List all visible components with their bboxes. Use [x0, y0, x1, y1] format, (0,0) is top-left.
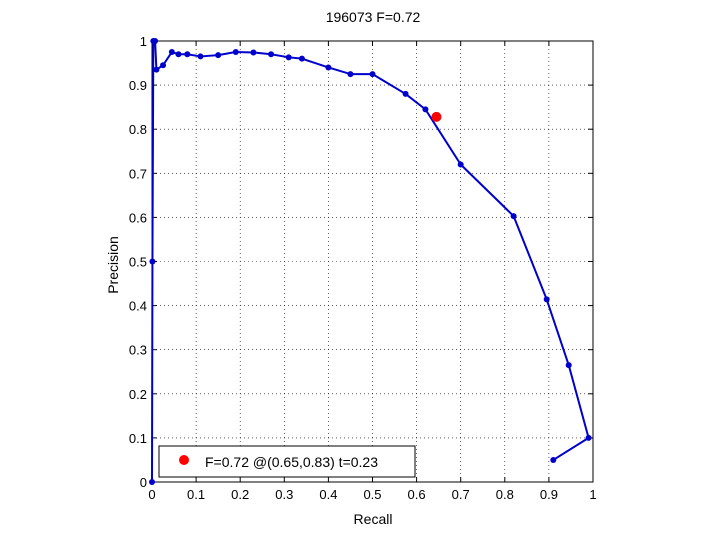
data-point: [268, 51, 275, 58]
y-tick-label: 0: [140, 475, 147, 490]
data-point: [369, 71, 376, 78]
x-tick-label: 0.2: [231, 487, 249, 502]
data-point: [250, 49, 257, 56]
y-tick-label: 1: [140, 34, 147, 49]
data-point: [457, 161, 464, 168]
data-point: [543, 296, 550, 303]
y-tick-label: 0.1: [129, 431, 147, 446]
data-point: [232, 49, 239, 56]
x-tick-label: 1: [589, 487, 596, 502]
y-axis-label: Precision: [105, 236, 121, 294]
y-tick-label: 0.5: [129, 255, 147, 270]
x-tick-label: 0.8: [496, 487, 514, 502]
x-tick-label: 0.3: [275, 487, 293, 502]
data-point: [285, 54, 292, 61]
data-point: [184, 51, 191, 58]
data-point: [175, 51, 182, 58]
x-tick-label: 0.7: [452, 487, 470, 502]
x-tick-label: 0.9: [540, 487, 558, 502]
data-point: [422, 106, 429, 113]
legend-box: [158, 445, 416, 478]
data-point: [325, 64, 332, 71]
series-group: [149, 38, 592, 485]
data-point: [347, 71, 354, 78]
data-point: [550, 456, 557, 463]
data-point: [152, 38, 159, 44]
y-tick-label: 0.7: [129, 166, 147, 181]
data-point: [153, 66, 160, 73]
data-point: [402, 90, 409, 97]
y-tick-label: 0.6: [129, 210, 147, 225]
x-tick-label: 0.4: [319, 487, 337, 502]
x-axis-label: Recall: [354, 511, 393, 527]
series-line: [151, 40, 590, 483]
data-point: [565, 362, 572, 369]
data-point: [149, 479, 155, 485]
axis-ticks: 0 0.1 0.2 0.3 0.4 0.5 0.6 0.7 0.8 0.9 1 0 0.1 0.2 0.3 0…: [129, 34, 597, 502]
chart-title: 196073 F=0.72: [326, 9, 421, 25]
x-tick-label: 0.1: [187, 487, 205, 502]
legend: F=0.72 @(0.65,0.83) t=0.23: [158, 445, 416, 478]
x-tick-label: 0: [148, 487, 155, 502]
data-point: [197, 53, 204, 60]
x-tick-label: 0.5: [363, 487, 381, 502]
y-tick-label: 0.2: [129, 387, 147, 402]
data-point: [298, 55, 305, 62]
x-tick-label: 0.6: [408, 487, 426, 502]
legend-label: F=0.72 @(0.65,0.83) t=0.23: [205, 454, 378, 470]
data-point: [585, 434, 592, 441]
y-tick-label: 0.3: [129, 343, 147, 358]
data-point: [160, 62, 167, 69]
legend-marker: [179, 455, 189, 465]
y-tick-label: 0.8: [129, 122, 147, 137]
best-f-marker: [431, 111, 442, 122]
data-point: [149, 258, 156, 265]
data-point: [215, 52, 222, 59]
data-point: [510, 213, 517, 220]
data-point: [168, 49, 175, 56]
y-tick-label: 0.4: [129, 299, 147, 314]
y-tick-label: 0.9: [129, 78, 147, 93]
grid-lines: [152, 41, 593, 482]
